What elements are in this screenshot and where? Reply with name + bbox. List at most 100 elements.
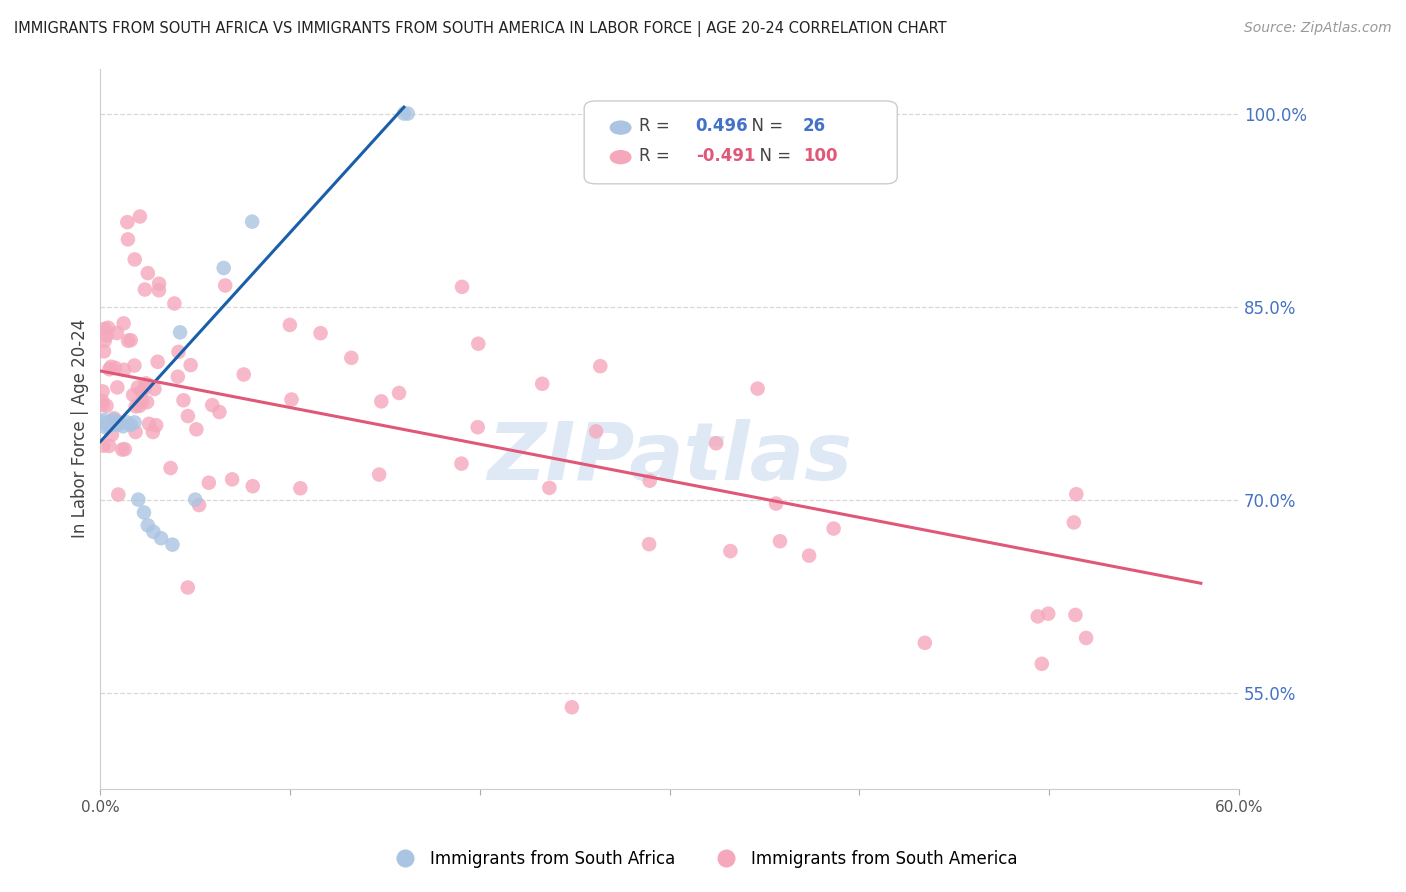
Text: ZIPatlas: ZIPatlas [486,418,852,497]
Point [98,416,121,430]
Point [93,344,115,359]
Point [1038,607,1060,621]
Point [638,474,661,488]
Point [124,252,146,267]
Point [136,395,159,409]
Point [136,266,159,280]
Point [117,215,139,229]
Point [340,351,363,365]
Point [177,581,200,595]
Point [104,416,127,430]
Point [103,411,125,425]
Point [117,334,139,348]
Point [177,409,200,423]
Point [148,283,170,297]
Point [162,538,184,552]
Text: 26: 26 [803,117,825,136]
Point [166,369,188,384]
Point [96,328,118,343]
Point [201,398,224,412]
Point [124,416,146,430]
Text: IMMIGRANTS FROM SOUTH AFRICA VS IMMIGRANTS FROM SOUTH AMERICA IN LABOR FORCE | A: IMMIGRANTS FROM SOUTH AFRICA VS IMMIGRAN… [14,21,946,37]
Point [388,386,411,401]
Point [103,413,125,427]
Point [104,360,127,375]
Text: 100: 100 [803,146,837,165]
Point [128,399,150,413]
Point [467,420,489,434]
Text: N =: N = [749,146,797,165]
Point [134,380,156,394]
Point [131,394,153,409]
Point [1031,657,1053,671]
Point [392,106,415,120]
Point [370,394,392,409]
Point [96,399,118,413]
Point [98,362,121,376]
Text: 0.496: 0.496 [696,117,748,136]
Point [91,384,114,399]
Point [747,382,769,396]
Point [131,384,153,399]
Point [561,700,583,714]
Point [143,382,166,396]
Point [1063,516,1085,530]
Point [467,336,489,351]
Point [97,417,120,432]
Point [124,359,146,373]
Point [797,549,820,563]
Point [136,518,159,533]
Point [127,380,149,394]
Point [531,376,554,391]
Y-axis label: In Labor Force | Age 20-24: In Labor Force | Age 20-24 [72,319,89,539]
Point [589,359,612,374]
Point [718,544,741,558]
Point [105,380,128,394]
Point [105,326,128,340]
Point [538,481,561,495]
Point [765,497,787,511]
Point [198,475,221,490]
Point [135,376,157,391]
Point [240,214,263,228]
Point [115,416,138,430]
Point [94,334,117,348]
Point [451,280,474,294]
Circle shape [610,121,631,134]
Point [112,419,135,434]
Point [242,479,264,493]
Point [100,359,122,374]
Point [232,368,254,382]
Point [221,472,243,486]
Text: -0.491: -0.491 [696,146,755,165]
Point [91,398,114,412]
Point [163,296,186,310]
Point [186,422,208,436]
Point [134,283,156,297]
Text: R =: R = [638,117,675,136]
Text: Source: ZipAtlas.com: Source: ZipAtlas.com [1244,21,1392,35]
Point [98,439,121,453]
Point [290,481,312,495]
Point [585,425,607,439]
Point [129,210,152,224]
Point [1064,607,1087,622]
Point [97,320,120,334]
Point [704,436,727,450]
Point [93,413,115,427]
Point [125,400,148,414]
Point [122,388,145,402]
Point [146,355,169,369]
Point [142,425,165,439]
Point [150,531,173,545]
Point [212,260,235,275]
Point [107,417,129,432]
Point [769,534,792,549]
Point [132,506,155,520]
Point [188,498,211,512]
Point [112,363,135,377]
Point [114,442,136,457]
Legend: Immigrants from South Africa, Immigrants from South America: Immigrants from South Africa, Immigrants… [382,844,1024,875]
Text: N =: N = [741,117,789,136]
FancyBboxPatch shape [583,101,897,184]
